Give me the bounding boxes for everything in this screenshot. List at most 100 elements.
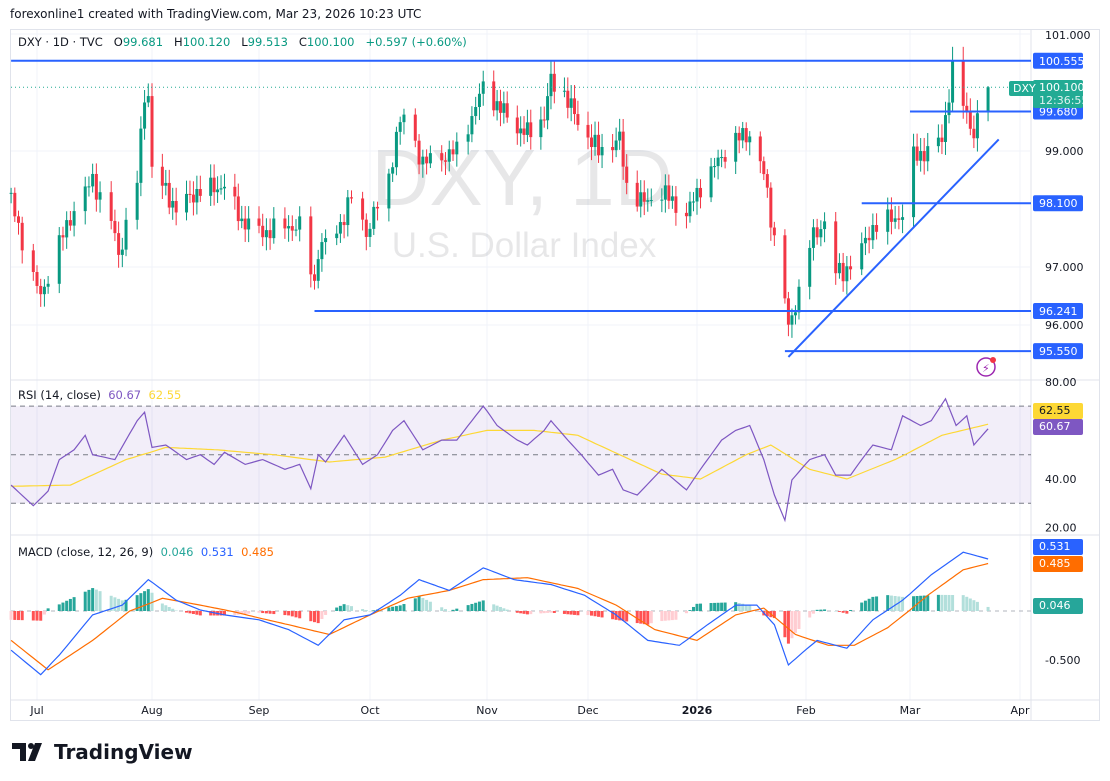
close-label: C bbox=[298, 35, 307, 49]
macd-histogram-bar bbox=[474, 602, 478, 611]
macd-histogram-bar bbox=[65, 600, 69, 611]
macd-histogram-bar bbox=[901, 596, 905, 611]
candle-body bbox=[139, 128, 143, 183]
macd-histogram-bar bbox=[368, 611, 372, 612]
macd-histogram-bar bbox=[625, 611, 629, 622]
level-price-tag bbox=[1033, 195, 1083, 212]
macd-histogram-bar bbox=[783, 611, 787, 638]
candle-body bbox=[113, 220, 117, 234]
events-icon bbox=[976, 357, 996, 377]
candle-body bbox=[975, 113, 979, 139]
time-tick-label: Feb bbox=[796, 704, 815, 717]
macd-histogram-bar bbox=[590, 611, 594, 616]
candle-body bbox=[283, 218, 287, 229]
candle-body bbox=[61, 235, 65, 238]
symbol-legend: DXY · 1D · TVC O99.681 H100.120 L99.513 … bbox=[18, 35, 467, 49]
candle-body bbox=[549, 73, 553, 97]
candle-body bbox=[819, 229, 823, 238]
level-price-label: 95.550 bbox=[1039, 345, 1078, 358]
candle-body bbox=[87, 186, 91, 188]
candle-body bbox=[368, 228, 372, 237]
candle-body bbox=[477, 93, 481, 108]
candle-body bbox=[290, 226, 294, 231]
macd-title[interactable]: MACD (close, 12, 26, 9) bbox=[18, 545, 154, 559]
trend-line bbox=[787, 138, 1000, 358]
macd-histogram-bar bbox=[68, 598, 72, 611]
macd-histogram-bar bbox=[139, 593, 143, 611]
macd-histogram-bar bbox=[171, 608, 175, 611]
macd-histogram-bar bbox=[922, 595, 926, 611]
macd-histogram-bar bbox=[143, 591, 147, 611]
candle-body bbox=[191, 194, 195, 203]
candle-body bbox=[164, 182, 168, 186]
macd-histogram-bar bbox=[298, 611, 302, 619]
rsi-title[interactable]: RSI (14, close) bbox=[18, 388, 101, 402]
macd-histogram-bar bbox=[257, 611, 261, 613]
candle-body bbox=[734, 132, 738, 162]
macd-histogram-bar bbox=[819, 609, 823, 611]
candle-body bbox=[716, 157, 720, 167]
candle-body bbox=[42, 286, 46, 295]
candle-body bbox=[897, 218, 901, 220]
rsi-tick-label: 80.00 bbox=[1045, 376, 1077, 389]
macd-value: 0.531 bbox=[200, 545, 234, 559]
candle-body bbox=[972, 128, 976, 139]
candle-body bbox=[451, 149, 455, 155]
high-value: 100.120 bbox=[182, 35, 231, 49]
macd-histogram-bar bbox=[765, 611, 769, 617]
candle-body bbox=[562, 90, 566, 92]
candle-body bbox=[502, 103, 506, 113]
macd-histogram-bar bbox=[164, 605, 168, 611]
candle-body bbox=[539, 119, 543, 138]
macd-histogram-bar bbox=[185, 611, 189, 613]
rsi-ma-tag: 62.55 bbox=[1033, 403, 1083, 419]
macd-histogram-bar bbox=[191, 611, 195, 615]
candle-body bbox=[762, 161, 766, 175]
candle-body bbox=[808, 247, 812, 287]
macd-histogram-bar bbox=[649, 611, 653, 624]
tradingview-logo[interactable]: TradingView bbox=[12, 740, 193, 764]
macd-histogram-bar bbox=[272, 611, 276, 615]
macd-histogram-bar bbox=[313, 611, 316, 623]
candle-body bbox=[117, 233, 121, 255]
macd-histogram-bar bbox=[243, 611, 247, 614]
macd-histogram-bar bbox=[91, 588, 95, 611]
macd-histogram-bar bbox=[290, 611, 294, 617]
macd-histogram-bar bbox=[335, 607, 339, 611]
candle-body bbox=[216, 189, 220, 193]
macd-histogram-bar bbox=[562, 611, 566, 614]
macd-histogram-bar bbox=[772, 611, 776, 619]
candle-body bbox=[421, 156, 425, 165]
time-tick-label: Sep bbox=[249, 704, 270, 717]
candle-body bbox=[614, 140, 618, 151]
macd-histogram-bar bbox=[492, 604, 496, 611]
macd-histogram-bar bbox=[975, 601, 979, 611]
time-tick-label: Dec bbox=[577, 704, 598, 717]
candle-body bbox=[525, 122, 529, 135]
candle-body bbox=[309, 216, 313, 275]
candle-body bbox=[519, 128, 523, 134]
macd-histogram-bar bbox=[481, 600, 485, 611]
candle-body bbox=[845, 266, 849, 282]
macd-histogram-bar bbox=[261, 611, 265, 614]
macd-histogram-bar bbox=[247, 611, 251, 614]
macd-histogram-bar bbox=[919, 595, 923, 611]
candle-body bbox=[222, 186, 226, 189]
candle-body bbox=[474, 107, 478, 117]
macd-histogram-bar bbox=[947, 594, 951, 611]
symbol-info[interactable]: DXY · 1D · TVC bbox=[18, 35, 103, 49]
macd-histogram-bar bbox=[635, 611, 639, 624]
candle-body bbox=[209, 177, 213, 196]
candle-body bbox=[961, 60, 965, 106]
macd-histogram-bar bbox=[597, 611, 601, 617]
macd-histogram-bar bbox=[188, 611, 192, 614]
candle-body bbox=[912, 146, 916, 218]
rsi-tick-label: 20.00 bbox=[1045, 522, 1077, 535]
macd-histogram-bar bbox=[621, 611, 625, 621]
macd-histogram-bar bbox=[268, 611, 272, 614]
macd-histogram-bar bbox=[660, 611, 664, 622]
candle-body bbox=[492, 81, 496, 111]
macd-histogram-bar bbox=[346, 605, 350, 611]
candle-body bbox=[674, 196, 678, 213]
